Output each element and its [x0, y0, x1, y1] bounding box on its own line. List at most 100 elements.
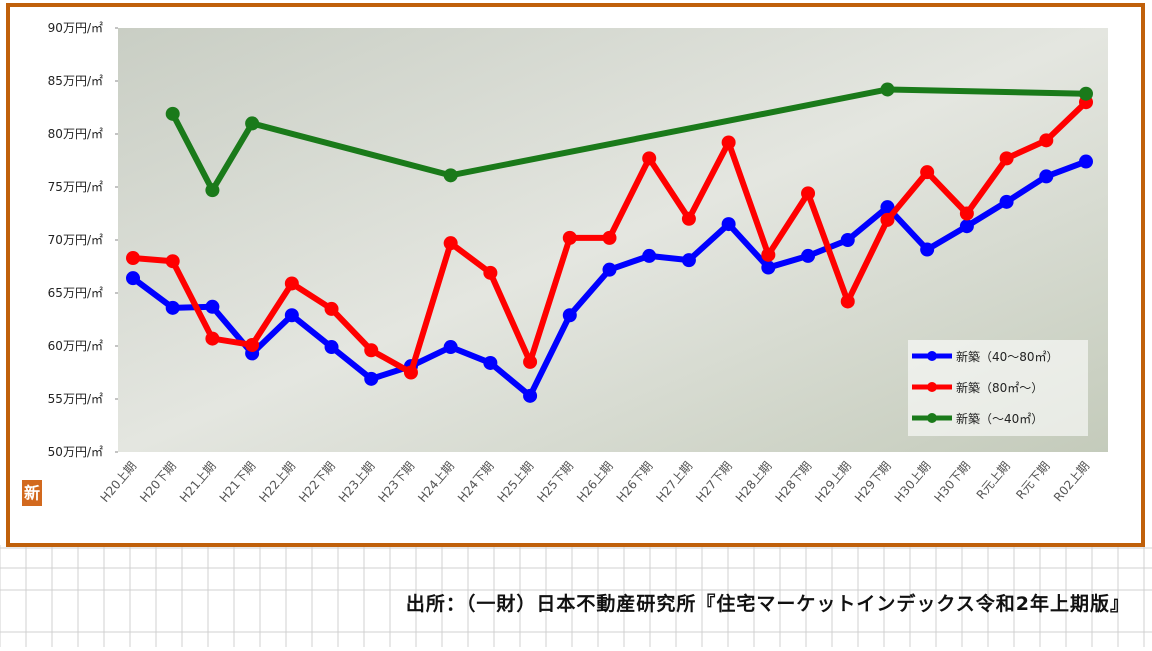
marker — [205, 299, 220, 314]
marker — [642, 248, 657, 263]
series-line — [1043, 99, 1089, 144]
series-line — [368, 347, 414, 376]
marker — [1039, 133, 1054, 148]
marker — [999, 151, 1014, 166]
marker — [681, 211, 696, 226]
y-tick-label: 80万円/㎡ — [48, 127, 103, 141]
marker — [840, 294, 855, 309]
series-line — [963, 155, 1010, 217]
marker — [880, 82, 895, 97]
marker — [523, 388, 538, 403]
series-line — [249, 120, 454, 179]
marker — [920, 165, 935, 180]
marker — [801, 248, 816, 263]
series-line — [407, 240, 454, 376]
marker — [245, 337, 260, 352]
series-line — [924, 223, 970, 253]
y-tick-label: 75万円/㎡ — [48, 180, 103, 194]
marker — [840, 233, 855, 247]
marker — [443, 168, 458, 183]
marker — [761, 247, 776, 262]
series-line — [606, 252, 653, 273]
marker — [284, 308, 299, 323]
marker — [880, 212, 895, 227]
marker — [403, 365, 418, 380]
marker — [959, 219, 974, 234]
legend-label: 新築（～40㎡） — [956, 411, 1043, 426]
y-tick-label: 50万円/㎡ — [48, 445, 103, 459]
marker — [1079, 154, 1093, 169]
logo-box — [22, 480, 42, 506]
series-line — [447, 86, 891, 179]
marker — [721, 217, 736, 232]
series-line — [844, 204, 891, 243]
marker — [761, 260, 776, 275]
legend-label: 新築（40～80㎡） — [956, 349, 1059, 364]
marker — [642, 151, 657, 166]
y-tick-label: 55万円/㎡ — [48, 392, 103, 406]
series-line — [1003, 137, 1050, 162]
y-tick-label: 70万円/㎡ — [48, 233, 103, 247]
marker — [364, 371, 379, 386]
series-line — [685, 221, 732, 264]
series-line — [765, 190, 812, 258]
y-tick-label: 85万円/㎡ — [48, 74, 103, 88]
series-line — [130, 275, 176, 311]
series-line — [685, 139, 732, 222]
marker — [1039, 169, 1054, 184]
series-line — [288, 280, 335, 312]
marker — [126, 271, 140, 286]
series-line — [1043, 158, 1089, 180]
marker — [562, 230, 577, 245]
y-tick-label: 90万円/㎡ — [48, 21, 103, 35]
series-line — [646, 155, 692, 222]
marker — [721, 135, 736, 150]
marker — [523, 354, 538, 369]
series-line — [249, 280, 295, 348]
marker — [165, 254, 180, 269]
series-line — [328, 305, 375, 354]
source: 出所：（一財）日本不動産研究所『住宅マーケットインデックス令和2年上期版』 — [406, 592, 1130, 615]
series-line — [328, 344, 375, 382]
series-line — [725, 139, 772, 258]
series-line — [1003, 173, 1050, 205]
series-line — [288, 312, 335, 351]
series-line — [527, 234, 573, 365]
series-line — [566, 266, 613, 319]
marker — [205, 183, 220, 198]
series-line — [805, 190, 851, 305]
marker — [999, 194, 1014, 209]
marker — [245, 116, 260, 131]
legend-marker — [927, 382, 937, 392]
series-line — [606, 155, 653, 241]
marker — [364, 343, 379, 358]
series-line — [447, 240, 494, 276]
y-tick-label: 65万円/㎡ — [48, 286, 103, 300]
y-tick-label: 60万円/㎡ — [48, 339, 103, 353]
marker — [959, 206, 974, 221]
legend-marker — [927, 351, 937, 361]
series-line — [844, 216, 891, 305]
marker — [284, 276, 299, 291]
marker — [562, 308, 577, 323]
series-line — [487, 359, 534, 399]
marker — [880, 200, 895, 215]
marker — [920, 242, 935, 257]
marker — [205, 331, 220, 346]
logo: 新 — [24, 484, 40, 503]
marker — [602, 230, 617, 245]
marker — [801, 186, 816, 201]
series-line — [884, 169, 931, 223]
series-line — [725, 221, 772, 271]
marker — [324, 340, 339, 355]
sheet-grid — [0, 545, 1152, 647]
series-line — [487, 269, 534, 365]
legend-label: 新築（80㎡～） — [956, 380, 1043, 395]
marker — [324, 301, 339, 316]
series-line — [447, 344, 494, 366]
marker — [483, 265, 498, 280]
series-line — [209, 120, 256, 194]
series-line — [924, 169, 970, 217]
marker — [165, 106, 180, 121]
